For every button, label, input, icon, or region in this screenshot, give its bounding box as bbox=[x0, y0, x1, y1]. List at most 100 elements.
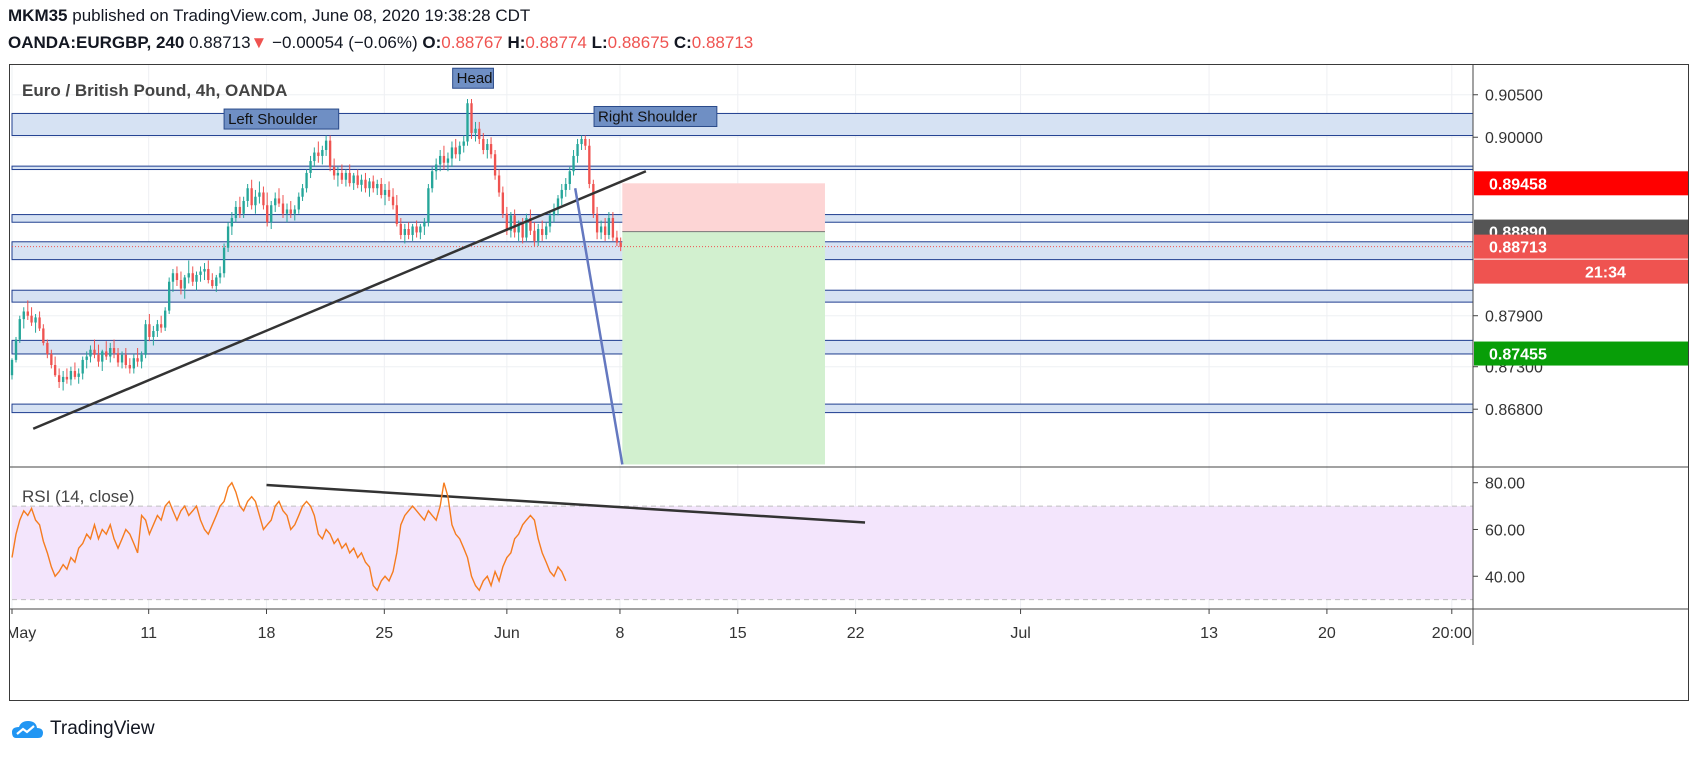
publish-text: published on TradingView.com, June 08, 2… bbox=[72, 6, 531, 25]
candle-body bbox=[336, 172, 340, 176]
projection-line bbox=[573, 188, 624, 465]
annotation-box bbox=[223, 108, 340, 130]
annotations[interactable]: Left Shoulder Head Right Shoulder bbox=[223, 67, 718, 130]
candle-body bbox=[144, 324, 147, 355]
candle-body bbox=[85, 356, 88, 360]
tradingview-logo[interactable]: TradingView bbox=[10, 718, 155, 740]
candle-body bbox=[42, 328, 45, 343]
candle-body bbox=[207, 268, 210, 281]
candle-body bbox=[344, 172, 348, 180]
short-position-tool[interactable] bbox=[12, 183, 1473, 465]
price-tick-label: 0.90000 bbox=[1485, 130, 1543, 147]
rsi-tick-label: 40.00 bbox=[1485, 569, 1525, 586]
candle-body bbox=[352, 175, 355, 184]
candle-body bbox=[493, 154, 497, 176]
candle-body bbox=[513, 215, 516, 233]
candle-body bbox=[580, 138, 583, 145]
candle-body bbox=[466, 103, 469, 142]
candle-body bbox=[101, 351, 104, 362]
candle-body bbox=[537, 229, 540, 241]
chart-title: Euro / British Pound, 4h, OANDA bbox=[22, 81, 287, 100]
candle-body bbox=[116, 353, 120, 363]
axes: 0.905000.900000.879000.873000.8680080.00… bbox=[10, 65, 1688, 645]
candle-body bbox=[324, 140, 328, 150]
candle-body bbox=[234, 206, 238, 218]
ascending-trendline bbox=[32, 170, 647, 430]
candle-body bbox=[321, 149, 324, 156]
candle-body bbox=[462, 141, 465, 146]
candle-body bbox=[140, 354, 143, 362]
price-label-box bbox=[1474, 234, 1688, 259]
candle-body bbox=[203, 268, 206, 272]
candle-body bbox=[46, 342, 49, 354]
high-label: H: bbox=[507, 33, 526, 52]
time-tick-label: Jun bbox=[494, 625, 520, 642]
drawn-lines[interactable] bbox=[32, 170, 866, 524]
candle-body bbox=[305, 172, 308, 189]
candle-body bbox=[545, 226, 548, 235]
candle-body bbox=[446, 158, 450, 163]
candle-body bbox=[391, 196, 395, 206]
candle-body bbox=[442, 155, 446, 163]
price-label-text: 0.89458 bbox=[1489, 176, 1547, 193]
author-name[interactable]: MKM35 bbox=[8, 6, 68, 25]
rsi-band bbox=[12, 505, 1473, 601]
candle-body bbox=[187, 273, 190, 278]
candle-body bbox=[517, 223, 520, 233]
candle-body bbox=[328, 140, 332, 167]
candle-body bbox=[112, 348, 116, 354]
candle-body bbox=[360, 179, 363, 185]
candle-body bbox=[10, 359, 14, 376]
candle-body bbox=[470, 103, 473, 133]
candle-body bbox=[486, 144, 489, 150]
candle-body bbox=[525, 217, 528, 238]
candle-body bbox=[407, 229, 410, 235]
open-label: O: bbox=[422, 33, 442, 52]
chart-frame[interactable]: Left Shoulder Head Right Shoulder 0.90500 0… bbox=[9, 64, 1689, 701]
candle-body bbox=[81, 359, 84, 374]
chart-canvas[interactable]: Left Shoulder Head Right Shoulder 0.90500 0… bbox=[10, 65, 1688, 700]
time-tick-label: 18 bbox=[258, 625, 276, 642]
rsi-tick-label: 80.00 bbox=[1485, 476, 1525, 493]
candle-body bbox=[399, 223, 402, 235]
candle-body bbox=[171, 273, 175, 282]
candle-body bbox=[262, 192, 265, 206]
candle-body bbox=[364, 179, 367, 189]
candle-body bbox=[376, 183, 379, 189]
candle-body bbox=[529, 217, 532, 231]
price-label-text: 21:34 bbox=[1585, 265, 1626, 282]
candle-body bbox=[489, 144, 493, 155]
candle-body bbox=[179, 280, 183, 289]
candle-body bbox=[148, 324, 151, 337]
candle-body bbox=[14, 339, 18, 360]
candle-body bbox=[450, 147, 454, 159]
annotation-label: Right Shoulder bbox=[598, 108, 697, 125]
candle-body bbox=[317, 152, 320, 156]
ohlc-legend: OANDA:EURGBP, 240 0.88713▼ −0.00054 (−0.… bbox=[8, 33, 753, 53]
symbol-label[interactable]: OANDA:EURGBP, 240 bbox=[8, 33, 185, 52]
candle-body bbox=[603, 226, 607, 235]
open-value: 0.88767 bbox=[441, 33, 503, 52]
candle-body bbox=[419, 226, 422, 233]
candle-body bbox=[297, 196, 300, 210]
candle-body bbox=[57, 375, 61, 383]
candle-body bbox=[411, 226, 414, 235]
candle-body bbox=[254, 196, 257, 206]
candles bbox=[10, 98, 622, 391]
candle-body bbox=[552, 209, 556, 216]
candle-body bbox=[30, 315, 33, 323]
publish-info: MKM35 published on TradingView.com, June… bbox=[8, 6, 530, 26]
candle-body bbox=[348, 172, 351, 184]
high-value: 0.88774 bbox=[525, 33, 587, 52]
time-tick-label: Jul bbox=[1010, 625, 1030, 642]
rsi-title: RSI (14, close) bbox=[22, 487, 134, 506]
candle-body bbox=[356, 175, 359, 185]
candle-body bbox=[289, 209, 292, 214]
candle-body bbox=[615, 237, 619, 243]
candle-body bbox=[584, 138, 587, 146]
candle-body bbox=[619, 242, 622, 247]
candle-body bbox=[415, 226, 418, 233]
candle-body bbox=[572, 155, 575, 172]
candle-body bbox=[509, 215, 513, 231]
candle-body bbox=[38, 317, 41, 329]
